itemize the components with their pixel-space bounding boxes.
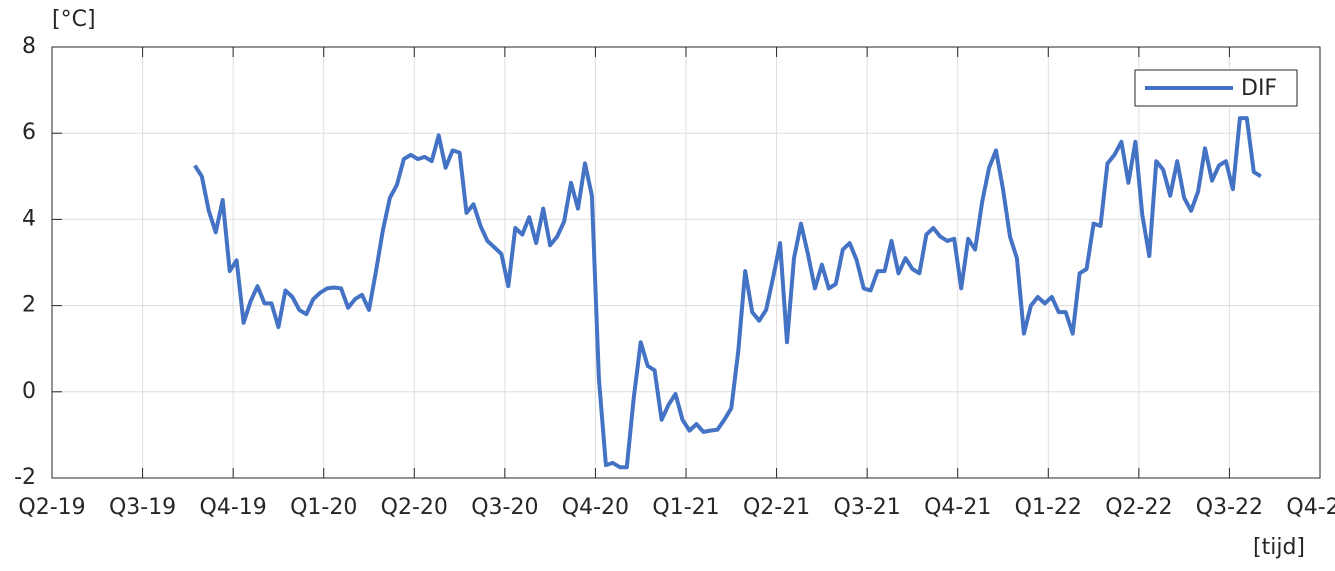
plot-frame	[51, 46, 1321, 479]
y-tick-label: 2	[22, 293, 36, 318]
data-line	[193, 116, 1262, 470]
y-tick-label: 4	[22, 206, 36, 231]
x-tick-label: Q4-21	[924, 495, 991, 520]
x-tick-label: Q4-20	[562, 495, 629, 520]
x-tick-label: Q2-19	[18, 495, 85, 520]
x-tick-label: Q3-19	[109, 495, 176, 520]
y-tick-label: -2	[14, 465, 36, 490]
y-tick-label: 6	[22, 120, 36, 145]
x-tick-label: Q2-22	[1105, 495, 1172, 520]
x-tick-label: Q2-20	[381, 495, 448, 520]
x-tick-label: Q1-22	[1015, 495, 1082, 520]
x-tick-label: Q4-19	[200, 495, 267, 520]
x-tick-label: Q1-21	[652, 495, 719, 520]
x-tick-label: Q3-21	[834, 495, 901, 520]
y-tick-label: 8	[22, 34, 36, 59]
x-tick-label: Q4-22	[1286, 495, 1335, 520]
y-axis-label: [°C]	[52, 7, 96, 32]
y-tick-label: 0	[22, 379, 36, 404]
x-axis-label: [tijd]	[1253, 535, 1305, 560]
x-tick-label: Q3-20	[471, 495, 538, 520]
x-tick-label: Q1-20	[290, 495, 357, 520]
x-tick-label: Q2-21	[743, 495, 810, 520]
x-tick-label: Q3-22	[1196, 495, 1263, 520]
legend-label: DIF	[1241, 76, 1277, 101]
